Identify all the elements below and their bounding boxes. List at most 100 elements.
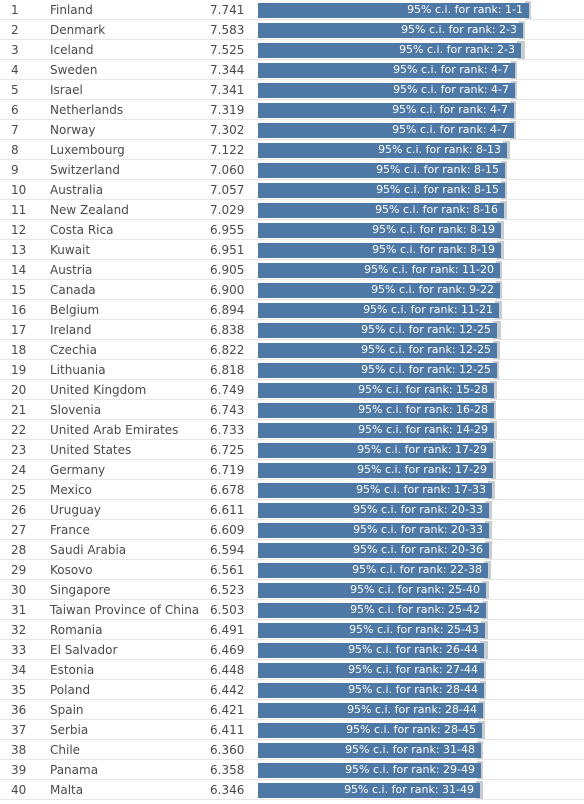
score-bar[interactable] [258, 383, 494, 398]
score-bar[interactable] [258, 623, 485, 638]
score-bar[interactable] [258, 203, 504, 218]
score-bar[interactable] [258, 503, 489, 518]
score-bar[interactable] [258, 463, 493, 478]
score-bar[interactable] [258, 83, 515, 98]
country-label: Uruguay [50, 503, 101, 517]
score-bar[interactable] [258, 263, 500, 278]
score-bar[interactable] [258, 423, 494, 438]
score-bar[interactable] [258, 603, 486, 618]
score-label: 6.749 [210, 383, 245, 397]
score-bar[interactable] [258, 63, 515, 78]
rank-label: 36 [11, 703, 27, 717]
ci-rank-label: 95% c.i. for rank: 17-29 [357, 443, 487, 456]
score-bar[interactable] [258, 363, 497, 378]
table-row: 17 Ireland 6.838 95% c.i. for rank: 12-25 [0, 320, 584, 340]
rank-label: 2 [11, 23, 19, 37]
score-bar[interactable] [258, 723, 482, 738]
rank-label: 31 [11, 603, 27, 617]
bar-area: 95% c.i. for rank: 8-19 [258, 240, 584, 260]
table-row: 4 Sweden 7.344 95% c.i. for rank: 4-7 [0, 60, 584, 80]
table-row: 37 Serbia 6.411 95% c.i. for rank: 28-45 [0, 720, 584, 740]
ci-rank-label: 95% c.i. for rank: 8-19 [372, 223, 495, 236]
bar-area: 95% c.i. for rank: 2-3 [258, 40, 584, 60]
rank-label: 4 [11, 63, 19, 77]
score-bar[interactable] [258, 523, 489, 538]
score-label: 7.302 [210, 123, 245, 137]
score-bar[interactable] [258, 323, 497, 338]
score-bar[interactable] [258, 43, 521, 58]
score-bar[interactable] [258, 3, 529, 18]
table-row: 32 Romania 6.491 95% c.i. for rank: 25-43 [0, 620, 584, 640]
ci-rank-label: 95% c.i. for rank: 25-43 [349, 623, 479, 636]
rank-label: 8 [11, 143, 19, 157]
bar-area: 95% c.i. for rank: 11-20 [258, 260, 584, 280]
ci-rank-label: 95% c.i. for rank: 8-19 [372, 243, 495, 256]
score-bar[interactable] [258, 143, 507, 158]
score-label: 7.741 [210, 3, 245, 17]
score-bar[interactable] [258, 543, 489, 558]
score-label: 6.955 [210, 223, 245, 237]
score-bar[interactable] [258, 23, 523, 38]
score-bar[interactable] [258, 703, 483, 718]
score-label: 6.594 [210, 543, 245, 557]
rank-label: 10 [11, 183, 27, 197]
rank-label: 14 [11, 263, 27, 277]
score-bar[interactable] [258, 123, 514, 138]
table-row: 9 Switzerland 7.060 95% c.i. for rank: 8-15 [0, 160, 584, 180]
ci-rank-label: 95% c.i. for rank: 4-7 [392, 123, 508, 136]
score-label: 6.448 [210, 663, 245, 677]
score-bar[interactable] [258, 243, 501, 258]
country-label: Lithuania [50, 363, 106, 377]
rank-label: 33 [11, 643, 27, 657]
score-bar[interactable] [258, 763, 481, 778]
country-label: Panama [50, 763, 99, 777]
bar-area: 95% c.i. for rank: 9-22 [258, 280, 584, 300]
score-bar[interactable] [258, 183, 505, 198]
score-bar[interactable] [258, 223, 501, 238]
score-label: 6.733 [210, 423, 245, 437]
table-row: 15 Canada 6.900 95% c.i. for rank: 9-22 [0, 280, 584, 300]
score-bar[interactable] [258, 483, 492, 498]
table-row: 3 Iceland 7.525 95% c.i. for rank: 2-3 [0, 40, 584, 60]
table-row: 12 Costa Rica 6.955 95% c.i. for rank: 8-19 [0, 220, 584, 240]
score-bar[interactable] [258, 783, 480, 798]
bar-area: 95% c.i. for rank: 20-33 [258, 500, 584, 520]
score-bar[interactable] [258, 583, 486, 598]
bar-area: 95% c.i. for rank: 17-33 [258, 480, 584, 500]
rank-label: 26 [11, 503, 27, 517]
country-label: Malta [50, 783, 84, 797]
score-bar[interactable] [258, 283, 500, 298]
table-row: 1 Finland 7.741 95% c.i. for rank: 1-1 [0, 0, 584, 20]
score-bar[interactable] [258, 303, 499, 318]
ci-rank-label: 95% c.i. for rank: 15-28 [358, 383, 488, 396]
rank-label: 38 [11, 743, 27, 757]
score-bar[interactable] [258, 563, 488, 578]
table-row: 24 Germany 6.719 95% c.i. for rank: 17-29 [0, 460, 584, 480]
score-label: 6.358 [210, 763, 245, 777]
bar-area: 95% c.i. for rank: 12-25 [258, 320, 584, 340]
score-label: 7.060 [210, 163, 245, 177]
rank-label: 40 [11, 783, 27, 797]
table-row: 8 Luxembourg 7.122 95% c.i. for rank: 8-13 [0, 140, 584, 160]
score-bar[interactable] [258, 443, 493, 458]
score-bar[interactable] [258, 643, 484, 658]
country-label: Poland [50, 683, 91, 697]
score-bar[interactable] [258, 163, 505, 178]
rank-label: 1 [11, 3, 19, 17]
bar-area: 95% c.i. for rank: 4-7 [258, 120, 584, 140]
bar-area: 95% c.i. for rank: 28-44 [258, 680, 584, 700]
country-label: Denmark [50, 23, 106, 37]
score-bar[interactable] [258, 103, 514, 118]
table-row: 18 Czechia 6.822 95% c.i. for rank: 12-25 [0, 340, 584, 360]
score-bar[interactable] [258, 403, 494, 418]
table-row: 31 Taiwan Province of China 6.503 95% c.i. … [0, 600, 584, 620]
country-label: El Salvador [50, 643, 118, 657]
rank-label: 22 [11, 423, 27, 437]
score-bar[interactable] [258, 683, 484, 698]
score-bar[interactable] [258, 343, 497, 358]
country-label: Saudi Arabia [50, 543, 127, 557]
score-bar[interactable] [258, 663, 484, 678]
score-bar[interactable] [258, 743, 481, 758]
table-row: 39 Panama 6.358 95% c.i. for rank: 29-49 [0, 760, 584, 780]
